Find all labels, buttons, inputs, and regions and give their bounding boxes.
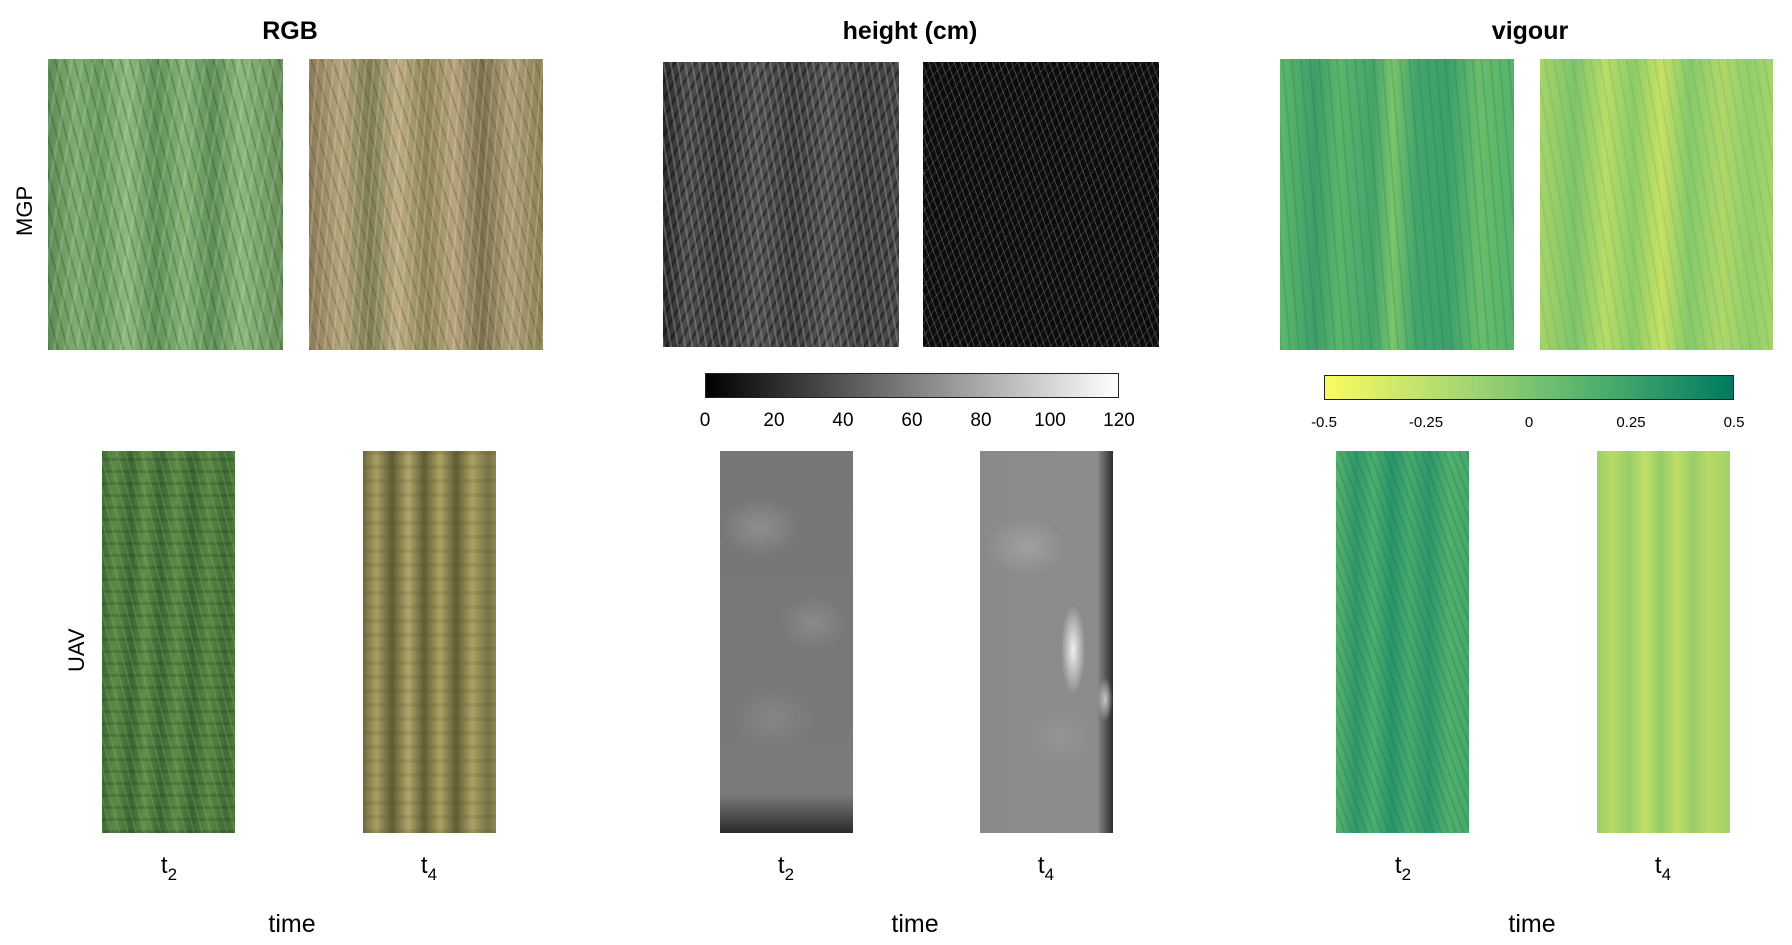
mgp-rgb-t4-image	[309, 59, 543, 350]
uav-vigour-t2-image	[1336, 451, 1469, 833]
mgp-height-t4-image	[923, 62, 1159, 347]
mgp-vigour-t4-image	[1540, 59, 1773, 350]
uav-height-t2-image	[720, 451, 853, 833]
x-axis-label-vigour: time	[1508, 910, 1556, 938]
height-tick: 120	[1103, 410, 1135, 431]
x-axis-label-rgb: time	[268, 910, 316, 938]
time-point-t4: t4	[1654, 852, 1672, 884]
column-title-height: height (cm)	[842, 17, 978, 45]
time-point-t4: t4	[1037, 852, 1055, 884]
uav-vigour-t4-image	[1597, 451, 1730, 833]
height-tick: 100	[1034, 410, 1066, 431]
uav-height-t4-image	[980, 451, 1113, 833]
mgp-height-t2-image	[663, 62, 899, 347]
row-label-uav: UAV	[64, 628, 89, 672]
time-point-t2: t2	[777, 852, 795, 884]
vigour-colorbar	[1324, 375, 1734, 400]
vigour-tick: 0.5	[1723, 414, 1745, 431]
column-title-vigour: vigour	[1491, 17, 1569, 45]
height-tick: 60	[901, 410, 923, 431]
height-tick: 0	[699, 410, 711, 431]
uav-rgb-t4-image	[363, 451, 496, 833]
row-label-mgp: MGP	[12, 185, 37, 236]
height-tick: 40	[832, 410, 854, 431]
height-tick: 20	[763, 410, 785, 431]
time-point-t4: t4	[420, 852, 438, 884]
time-point-t2: t2	[1394, 852, 1412, 884]
vigour-tick: -0.5	[1311, 414, 1337, 431]
column-title-rgb: RGB	[262, 17, 318, 45]
mgp-vigour-t2-image	[1280, 59, 1514, 350]
x-axis-label-height: time	[891, 910, 939, 938]
vigour-tick: 0.25	[1616, 414, 1646, 431]
vigour-tick: -0.25	[1408, 414, 1444, 431]
time-point-t2: t2	[160, 852, 178, 884]
vigour-tick: 0	[1524, 414, 1534, 431]
height-tick: 80	[970, 410, 992, 431]
uav-rgb-t2-image	[102, 451, 235, 833]
height-colorbar	[705, 373, 1119, 398]
mgp-rgb-t2-image	[48, 59, 283, 350]
